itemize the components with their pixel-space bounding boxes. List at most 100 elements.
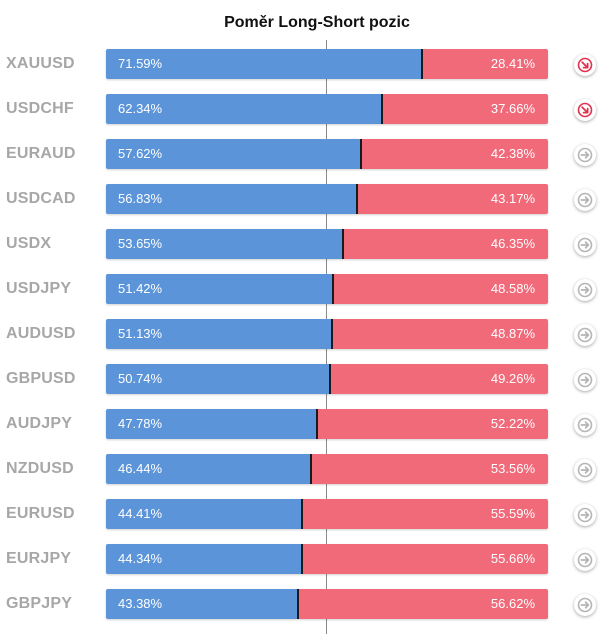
short-bar-segment bbox=[302, 499, 548, 529]
trend-button[interactable] bbox=[574, 459, 596, 481]
short-percent-label: 42.38% bbox=[490, 146, 535, 161]
pair-label: GBPUSD bbox=[6, 370, 76, 387]
pair-label: XAUUSD bbox=[6, 55, 75, 72]
ratio-bar: 57.62% 42.38% bbox=[106, 139, 548, 169]
right-arrow-icon bbox=[577, 237, 593, 253]
ratio-bar: 51.42% 48.58% bbox=[106, 274, 548, 304]
long-percent-label: 46.44% bbox=[118, 461, 163, 476]
short-percent-label: 53.56% bbox=[490, 461, 535, 476]
ratio-bar: 53.65% 46.35% bbox=[106, 229, 548, 259]
chart-row: XAUUSD 71.59% 28.41% bbox=[0, 48, 612, 80]
pair-label: EURAUD bbox=[6, 145, 76, 162]
short-percent-label: 48.58% bbox=[490, 281, 535, 296]
bar-divider bbox=[356, 184, 358, 214]
ratio-bar: 44.34% 55.66% bbox=[106, 544, 548, 574]
trend-button[interactable] bbox=[574, 369, 596, 391]
ratio-bar: 46.44% 53.56% bbox=[106, 454, 548, 484]
chart-row: USDX 53.65% 46.35% bbox=[0, 228, 612, 260]
chart-row: EURJPY 44.34% 55.66% bbox=[0, 543, 612, 575]
bar-divider bbox=[381, 94, 383, 124]
long-percent-label: 71.59% bbox=[118, 56, 163, 71]
long-percent-label: 56.83% bbox=[118, 191, 163, 206]
trend-button[interactable] bbox=[574, 279, 596, 301]
short-bar-segment bbox=[302, 544, 548, 574]
chart-row: USDCAD 56.83% 43.17% bbox=[0, 183, 612, 215]
long-bar-segment bbox=[106, 184, 357, 214]
chart-row: USDCHF 62.34% 37.66% bbox=[0, 93, 612, 125]
short-bar-segment bbox=[332, 319, 548, 349]
short-percent-label: 55.59% bbox=[490, 506, 535, 521]
ratio-bar: 50.74% 49.26% bbox=[106, 364, 548, 394]
right-arrow-icon bbox=[577, 192, 593, 208]
short-bar-segment bbox=[330, 364, 548, 394]
pair-label: GBPJPY bbox=[6, 595, 73, 612]
trend-button[interactable] bbox=[574, 234, 596, 256]
bar-divider bbox=[421, 49, 423, 79]
long-percent-label: 53.65% bbox=[118, 236, 163, 251]
chart-row: USDJPY 51.42% 48.58% bbox=[0, 273, 612, 305]
bar-divider bbox=[329, 364, 331, 394]
right-arrow-icon bbox=[577, 327, 593, 343]
long-percent-label: 51.42% bbox=[118, 281, 163, 296]
long-percent-label: 43.38% bbox=[118, 596, 163, 611]
right-arrow-icon bbox=[577, 147, 593, 163]
right-arrow-icon bbox=[577, 552, 593, 568]
short-bar-segment bbox=[343, 229, 548, 259]
long-bar-segment bbox=[106, 454, 311, 484]
long-bar-segment bbox=[106, 139, 361, 169]
short-bar-segment bbox=[298, 589, 548, 619]
chart-row: NZDUSD 46.44% 53.56% bbox=[0, 453, 612, 485]
right-arrow-icon bbox=[577, 417, 593, 433]
ratio-bar: 43.38% 56.62% bbox=[106, 589, 548, 619]
bar-divider bbox=[342, 229, 344, 259]
short-bar-segment bbox=[361, 139, 548, 169]
short-bar-segment bbox=[317, 409, 548, 439]
long-bar-segment bbox=[106, 229, 343, 259]
short-percent-label: 37.66% bbox=[490, 101, 535, 116]
bar-divider bbox=[316, 409, 318, 439]
right-arrow-icon bbox=[577, 462, 593, 478]
long-percent-label: 50.74% bbox=[118, 371, 163, 386]
long-bar-segment bbox=[106, 364, 330, 394]
short-bar-segment bbox=[333, 274, 548, 304]
chart-row: GBPUSD 50.74% 49.26% bbox=[0, 363, 612, 395]
long-bar-segment bbox=[106, 49, 422, 79]
long-bar-segment bbox=[106, 409, 317, 439]
trend-button[interactable] bbox=[574, 144, 596, 166]
trend-button[interactable] bbox=[574, 189, 596, 211]
trend-button[interactable] bbox=[574, 99, 596, 121]
short-percent-label: 46.35% bbox=[490, 236, 535, 251]
bar-divider bbox=[297, 589, 299, 619]
trend-button[interactable] bbox=[574, 54, 596, 76]
chart-row: EURUSD 44.41% 55.59% bbox=[0, 498, 612, 530]
long-bar-segment bbox=[106, 274, 333, 304]
short-percent-label: 55.66% bbox=[490, 551, 535, 566]
down-right-arrow-icon bbox=[577, 57, 593, 73]
trend-button[interactable] bbox=[574, 504, 596, 526]
long-bar-segment bbox=[106, 94, 382, 124]
trend-button[interactable] bbox=[574, 594, 596, 616]
chart-row: AUDJPY 47.78% 52.22% bbox=[0, 408, 612, 440]
right-arrow-icon bbox=[577, 597, 593, 613]
ratio-bar: 71.59% 28.41% bbox=[106, 49, 548, 79]
right-arrow-icon bbox=[577, 372, 593, 388]
bar-divider bbox=[332, 274, 334, 304]
pair-label: USDCHF bbox=[6, 100, 74, 117]
long-percent-label: 57.62% bbox=[118, 146, 163, 161]
bar-divider bbox=[360, 139, 362, 169]
pair-label: EURJPY bbox=[6, 550, 72, 567]
chart-row: EURAUD 57.62% 42.38% bbox=[0, 138, 612, 170]
bar-divider bbox=[301, 499, 303, 529]
trend-button[interactable] bbox=[574, 414, 596, 436]
long-percent-label: 44.41% bbox=[118, 506, 163, 521]
ratio-bar: 47.78% 52.22% bbox=[106, 409, 548, 439]
short-bar-segment bbox=[357, 184, 548, 214]
ratio-bar: 56.83% 43.17% bbox=[106, 184, 548, 214]
chart-row: GBPJPY 43.38% 56.62% bbox=[0, 588, 612, 620]
ratio-bar: 51.13% 48.87% bbox=[106, 319, 548, 349]
long-percent-label: 47.78% bbox=[118, 416, 163, 431]
chart-title: Poměr Long-Short pozic bbox=[224, 14, 410, 31]
trend-button[interactable] bbox=[574, 549, 596, 571]
trend-button[interactable] bbox=[574, 324, 596, 346]
pair-label: AUDJPY bbox=[6, 415, 73, 432]
